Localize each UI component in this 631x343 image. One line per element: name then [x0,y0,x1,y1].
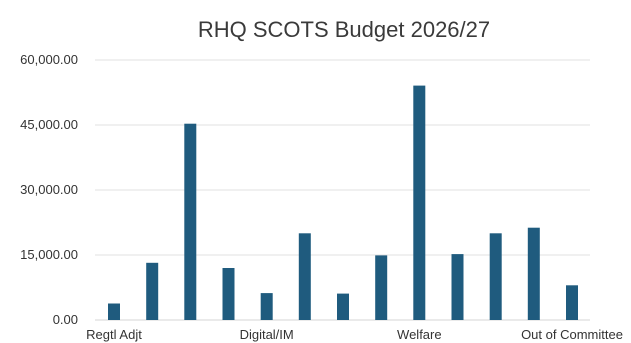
bar [413,85,426,320]
y-tick-label: 15,000.00 [20,247,78,262]
bars [108,85,578,320]
bar [260,293,273,320]
chart-title: RHQ SCOTS Budget 2026/27 [198,17,490,42]
bar [489,233,502,320]
bar [298,233,311,320]
y-axis-ticks: 0.00 15,000.00 30,000.00 45,000.00 60,000.00 [20,52,78,327]
bar [222,268,235,320]
bar [146,262,159,320]
bar [566,285,578,320]
bar [451,254,464,320]
bar [184,123,197,320]
y-tick-label: 60,000.00 [20,52,78,67]
bar [108,303,120,320]
bar [527,227,540,320]
bar [337,293,349,320]
x-tick-label: Welfare [397,327,442,342]
y-tick-label: 30,000.00 [20,182,78,197]
x-tick-label: Regtl Adjt [86,327,142,342]
x-tick-label: Digital/IM [240,327,294,342]
bar [375,255,388,320]
gridlines [95,59,590,321]
x-tick-label: Out of Committee [521,327,623,342]
x-axis-ticks: Regtl Adjt Digital/IM Welfare Out of Commit… [86,327,623,342]
y-tick-label: 45,000.00 [20,117,78,132]
y-tick-label: 0.00 [53,312,78,327]
